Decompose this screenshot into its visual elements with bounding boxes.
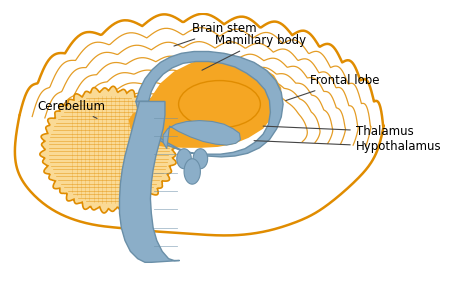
Polygon shape (136, 51, 283, 157)
Text: Hypothalamus: Hypothalamus (254, 140, 441, 153)
Polygon shape (120, 102, 180, 262)
Text: Brain stem: Brain stem (174, 22, 257, 46)
Polygon shape (40, 86, 177, 213)
Text: Mamillary body: Mamillary body (202, 34, 306, 70)
Polygon shape (184, 159, 200, 184)
Ellipse shape (179, 81, 261, 128)
Polygon shape (15, 14, 384, 235)
Polygon shape (193, 149, 207, 169)
Polygon shape (129, 57, 281, 148)
Text: Cerebellum: Cerebellum (38, 100, 106, 119)
Polygon shape (163, 121, 240, 149)
Polygon shape (177, 149, 191, 169)
Text: Frontal lobe: Frontal lobe (286, 74, 380, 100)
Text: Thalamus: Thalamus (263, 125, 414, 138)
